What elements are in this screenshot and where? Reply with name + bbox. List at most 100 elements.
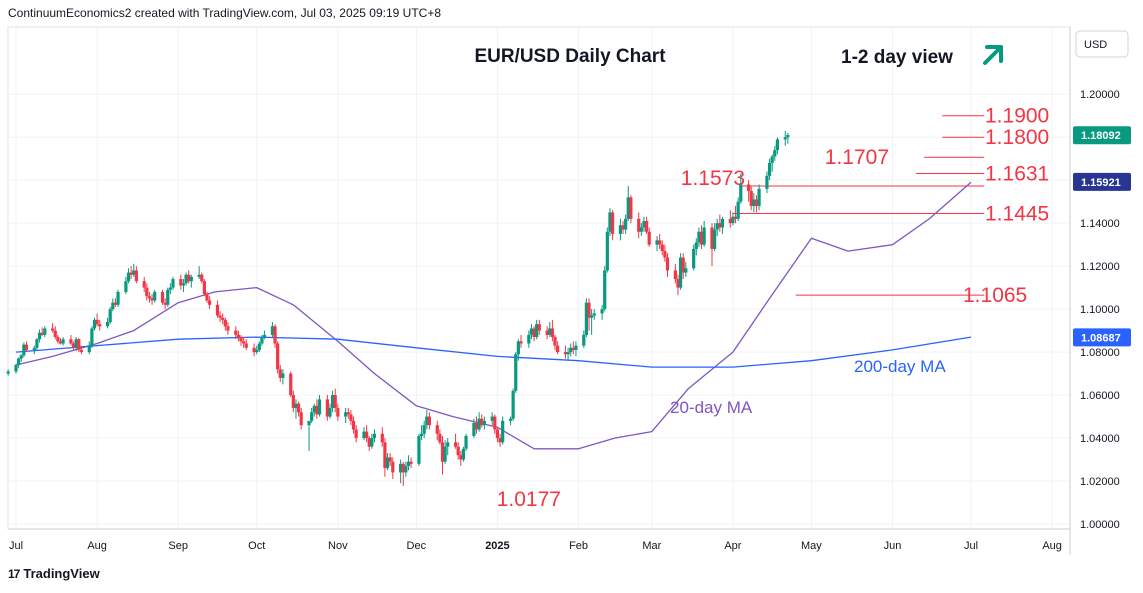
chart-attribution: ContinuumEconomics2 created with Trading… [8,6,442,20]
candle [658,233,662,249]
x-tick-label: Apr [724,540,741,552]
candle [566,347,570,361]
candle [699,225,704,249]
candle [775,137,780,155]
y-tick-label: 1.04000 [1080,433,1120,445]
x-tick-label: Mar [642,540,661,552]
candle [215,300,220,318]
candle [739,173,743,204]
candle [783,130,787,146]
candle [372,429,377,443]
brand-label: TradingView [23,566,100,581]
candle [380,427,384,447]
candle [262,330,267,340]
tradingview-brand[interactable]: 17 TradingView [8,566,100,581]
candle [443,440,447,464]
candle [419,425,424,441]
candle [569,343,573,357]
candle [385,453,390,471]
price-badge-label: 1.18092 [1081,130,1121,142]
candle [22,342,26,358]
candle [134,266,138,284]
candle [713,223,717,252]
candle [587,298,591,331]
candle [435,420,439,441]
y-tick-label: 1.06000 [1080,390,1120,402]
candle [684,261,688,277]
candle [244,339,248,350]
candle [624,214,628,234]
candle [519,334,523,348]
tradingview-logo-icon: 17 [8,566,20,581]
candle [74,337,78,352]
candle [603,266,607,312]
candle [770,154,774,172]
candle [184,272,188,286]
candle [95,313,99,327]
candle [77,338,81,353]
candle [453,433,458,449]
currency-button[interactable]: USD [1075,30,1129,58]
candle [111,298,115,312]
candle [480,414,484,428]
candle [113,298,118,307]
candle [299,407,303,430]
x-tick-label: Jun [884,540,902,552]
candle [553,334,557,350]
candle [132,263,136,277]
candle [459,450,463,466]
candle [692,244,696,271]
candle [422,420,426,439]
candle [221,313,225,325]
candle [425,410,429,430]
candle [147,291,152,303]
candle [310,407,314,424]
candle [600,304,604,320]
candle [474,416,479,434]
candle [605,227,609,273]
candle [365,425,369,443]
candle [516,339,520,361]
candle [344,407,348,424]
ma200-line [15,336,972,368]
candle [291,390,295,413]
y-tick-label: 1.12000 [1080,261,1120,273]
candle [498,433,502,447]
ma20-line [15,181,972,450]
x-tick-label: Nov [328,540,348,552]
y-tick-label: 1.02000 [1080,476,1120,488]
candle [255,345,259,355]
x-tick-label: Jul [9,540,23,552]
candle [218,311,222,323]
annotation-20-day-ma: 20-day MA [670,398,753,417]
price-axis: 1.00000 1.02000 1.04000 1.06000 1.08000 1.100… [1073,89,1131,531]
candle [590,309,594,335]
candle [145,283,149,301]
price-badge-ma200: 1.08687 [1073,328,1131,347]
candle [482,416,486,430]
candle [351,416,356,434]
candle [681,253,685,280]
level-label: 1.1707 [825,146,889,169]
candle [383,438,387,477]
candle [388,453,392,466]
candle [200,272,204,284]
candle [58,338,63,345]
candle [168,283,172,295]
candle [765,171,769,194]
candle [37,329,42,343]
candle [187,270,191,284]
candle [129,266,133,280]
candle [239,334,243,346]
price-badge-label: 1.08687 [1081,332,1121,344]
candle [336,403,340,421]
level-label: 1.1573 [681,167,745,190]
level-label: 1.1631 [985,163,1049,186]
candle [325,395,329,421]
candle [171,276,175,290]
candle [98,319,102,331]
candle [642,216,646,232]
candle [124,276,128,295]
